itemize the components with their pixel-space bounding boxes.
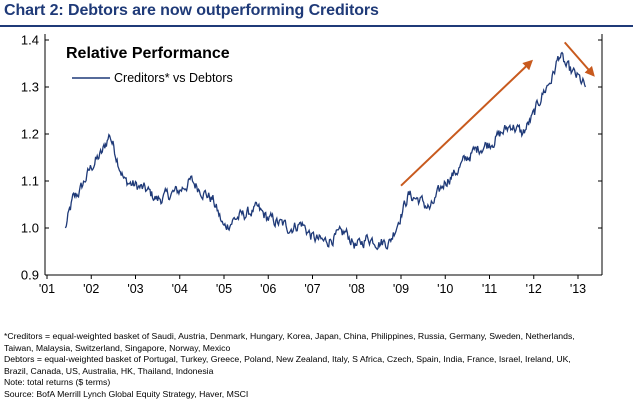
footnote-line: Taiwan, Malaysia, Switzerland, Singapore… xyxy=(4,342,231,353)
plot-frame xyxy=(44,34,603,276)
x-tick-label: '09 xyxy=(393,282,409,296)
x-tick-label: '03 xyxy=(127,282,143,296)
x-tick-label: '06 xyxy=(260,282,276,296)
x-tick-label: '05 xyxy=(216,282,232,296)
trend-arrows xyxy=(400,41,595,187)
legend-label: Creditors* vs Debtors xyxy=(114,71,233,85)
footnote-line: *Creditors = equal-weighted basket of Sa… xyxy=(4,331,575,341)
y-tick-label: 1.0 xyxy=(21,221,39,236)
y-tick-label: 0.9 xyxy=(21,268,39,283)
footnote-line: Debtors = equal-weighted basket of Portu… xyxy=(4,354,571,365)
y-axis-ticks: 0.9 1.0 1.1 1.2 1.3 1.4 xyxy=(21,33,602,283)
y-tick-label: 1.4 xyxy=(21,33,39,48)
y-tick-label: 1.2 xyxy=(21,127,39,142)
x-axis-ticks: '01 '02 '03 '04 '05 '06 '07 '08 '09 '10 '11 '12 '13 xyxy=(39,275,586,296)
footnote-line: Brazil, Canada, US, Australia, HK, Thail… xyxy=(4,365,214,376)
x-tick-label: '01 xyxy=(39,282,55,296)
footnote-line: Note: total returns ($ terms) xyxy=(4,377,111,388)
x-tick-label: '04 xyxy=(172,282,188,296)
falling-trend-arrow xyxy=(563,41,595,77)
footnote-line: Source: BofA Merrill Lynch Global Equity… xyxy=(4,388,249,399)
x-tick-label: '10 xyxy=(437,282,453,296)
x-tick-label: '08 xyxy=(349,282,365,296)
x-tick-label: '13 xyxy=(570,282,586,296)
line-chart: 0.9 1.0 1.1 1.2 1.3 1.4 '01 '02 '03 '04 '05 '06 '07… xyxy=(21,33,603,296)
chart-heading: Chart 2: Debtors are now outperforming C… xyxy=(4,2,379,19)
footnotes: *Creditors = equal-weighted basket of Sa… xyxy=(4,331,630,401)
y-tick-label: 1.3 xyxy=(21,80,39,95)
x-tick-label: '07 xyxy=(304,282,320,296)
rising-trend-arrow xyxy=(400,59,533,187)
series-line xyxy=(64,51,587,251)
chart-inner-title: Relative Performance xyxy=(66,45,230,62)
x-tick-label: '12 xyxy=(526,282,542,296)
title-underline xyxy=(0,25,633,27)
x-tick-label: '11 xyxy=(482,282,497,296)
x-tick-label: '02 xyxy=(83,282,99,296)
y-tick-label: 1.1 xyxy=(21,174,39,189)
